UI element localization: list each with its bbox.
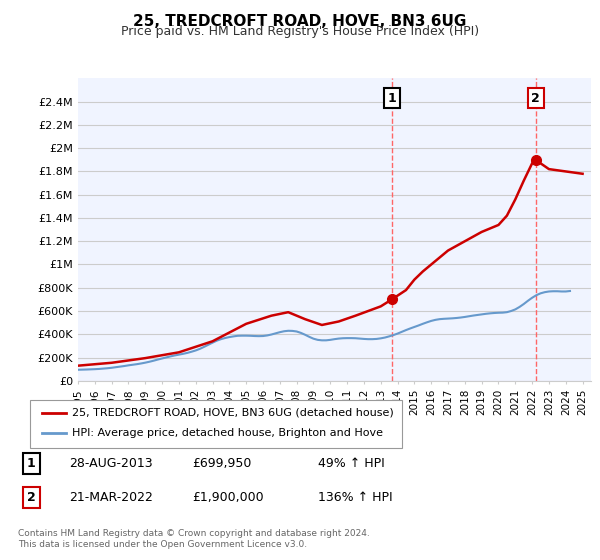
Text: 25, TREDCROFT ROAD, HOVE, BN3 6UG: 25, TREDCROFT ROAD, HOVE, BN3 6UG xyxy=(133,14,467,29)
Text: 2: 2 xyxy=(532,92,540,105)
Text: 25, TREDCROFT ROAD, HOVE, BN3 6UG (detached house): 25, TREDCROFT ROAD, HOVE, BN3 6UG (detac… xyxy=(72,408,394,418)
Text: 2: 2 xyxy=(27,491,35,504)
Text: HPI: Average price, detached house, Brighton and Hove: HPI: Average price, detached house, Brig… xyxy=(72,428,383,438)
Text: 21-MAR-2022: 21-MAR-2022 xyxy=(69,491,153,504)
Text: 28-AUG-2013: 28-AUG-2013 xyxy=(69,457,152,470)
Text: £1,900,000: £1,900,000 xyxy=(192,491,263,504)
Text: Price paid vs. HM Land Registry's House Price Index (HPI): Price paid vs. HM Land Registry's House … xyxy=(121,25,479,38)
Text: Contains HM Land Registry data © Crown copyright and database right 2024.
This d: Contains HM Land Registry data © Crown c… xyxy=(18,529,370,549)
Text: 1: 1 xyxy=(388,92,396,105)
Text: 1: 1 xyxy=(27,457,35,470)
Text: 49% ↑ HPI: 49% ↑ HPI xyxy=(318,457,385,470)
Text: £699,950: £699,950 xyxy=(192,457,251,470)
Text: 136% ↑ HPI: 136% ↑ HPI xyxy=(318,491,392,504)
